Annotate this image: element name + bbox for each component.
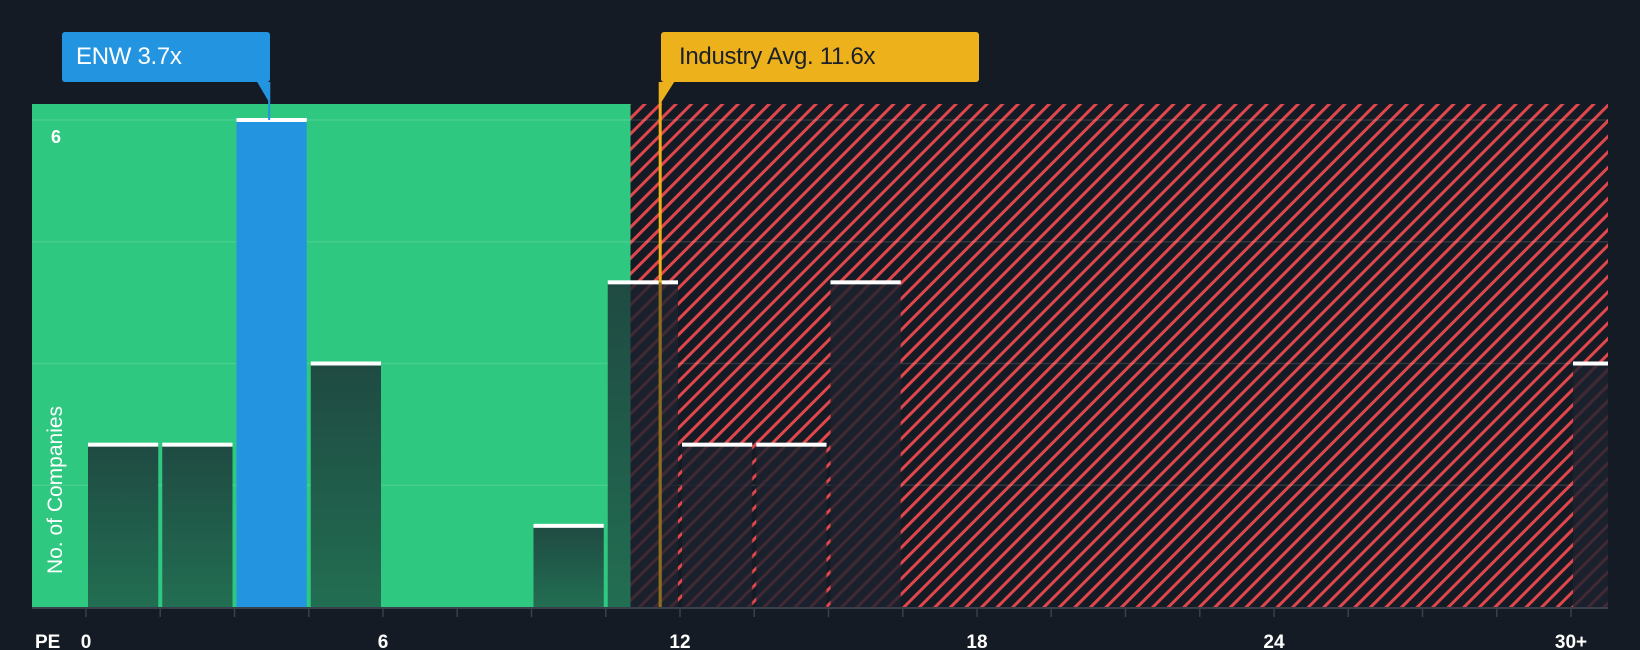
histogram-bar — [162, 444, 233, 607]
industry-average-callout: Industry Avg. 11.6x — [661, 32, 979, 82]
bar-cap — [88, 442, 159, 447]
histogram-bar — [88, 444, 159, 607]
bar-cap — [607, 280, 678, 285]
industry-pointer — [660, 82, 675, 104]
bar-cap — [756, 442, 827, 447]
company-bar — [236, 120, 307, 607]
bar-cap — [682, 442, 753, 447]
y-tick-label: 6 — [51, 127, 61, 147]
x-axis-label: PE — [35, 632, 60, 650]
histogram-bar — [607, 282, 631, 607]
x-tick-label: 0 — [81, 632, 92, 650]
x-tick-label: 24 — [1263, 632, 1285, 650]
company-pointer — [257, 82, 271, 104]
histogram-bar — [533, 525, 604, 607]
bar-cap — [1573, 361, 1608, 366]
y-axis-label: No. of Companies — [44, 406, 67, 574]
histogram-bar — [630, 282, 678, 607]
x-tick-label: 6 — [378, 632, 389, 650]
histogram-bar — [756, 444, 827, 607]
bar-cap — [533, 523, 604, 528]
histogram-bar — [1573, 363, 1608, 607]
x-tick-label: 30+ — [1555, 632, 1587, 650]
x-tick-label: 18 — [966, 632, 987, 650]
histogram-bar — [682, 444, 753, 607]
bar-cap — [830, 280, 901, 285]
bar-cap — [310, 361, 381, 366]
company-pe-callout: ENW 3.7x — [62, 32, 270, 82]
bar-cap — [236, 118, 307, 122]
x-tick-label: 12 — [669, 632, 690, 650]
bar-cap — [162, 442, 233, 447]
histogram-bar — [310, 363, 381, 607]
histogram-bar — [830, 282, 901, 607]
